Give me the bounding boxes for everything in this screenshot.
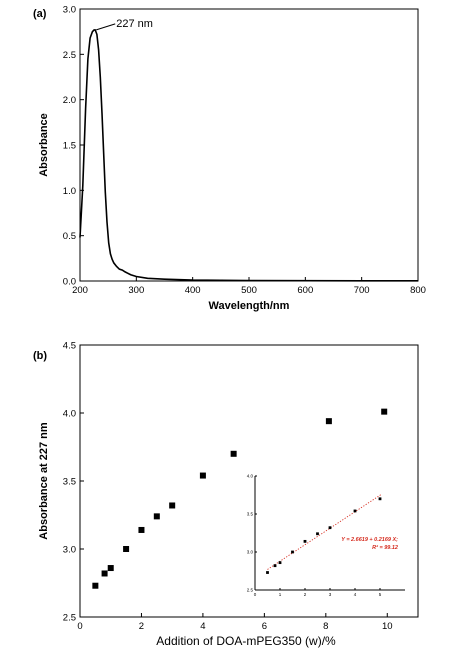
inset-x-tick-label-2: 2 — [304, 592, 307, 597]
y-tick-label-a-0: 0.0 — [63, 277, 76, 288]
data-point-b-4 — [138, 526, 145, 533]
y-tick-label-b-4: 4.5 — [63, 341, 76, 352]
fit-r-squared: R² = 99.12 — [372, 544, 398, 551]
peak-annotation-arrow — [96, 23, 116, 31]
x-tick-label-a-800: 800 — [410, 285, 426, 296]
y-axis-a: 0.0 0.5 1.0 1.5 2.0 2.5 3.0 — [63, 5, 84, 288]
inset-scatter-points — [266, 497, 382, 574]
x-tick-label-a-600: 600 — [297, 285, 313, 296]
x-tick-label-b-10: 10 — [382, 621, 393, 632]
chart-b: (b) 0 2 4 6 8 10 2.53.03.54.04.5 Addition of … — [33, 341, 419, 648]
data-point-b-8 — [230, 450, 237, 457]
inset-chart: 0 1 2 3 4 5 2.5 3.0 3.5 4.0 Y = 2.6619 + 0.2169 … — [234, 471, 414, 613]
x-axis-b: 0 2 4 6 8 10 — [77, 613, 393, 632]
x-tick-label-b-2: 2 — [139, 621, 144, 632]
inset-point-6 — [328, 526, 332, 530]
plot-frame-a — [79, 8, 419, 282]
y-tick-label-b-1: 3.0 — [63, 545, 76, 556]
y-tick-label-a-3: 1.5 — [63, 141, 76, 152]
x-tick-label-a-700: 700 — [354, 285, 370, 296]
data-point-b-6 — [169, 502, 176, 509]
x-tick-label-b-4: 4 — [200, 621, 205, 632]
panel-label-a: (a) — [33, 8, 47, 20]
data-point-b-10 — [381, 408, 388, 415]
scatter-points-b — [92, 408, 388, 589]
y-tick-label-a-2: 1.0 — [63, 186, 76, 197]
inset-y-tick-label-0: 2.5 — [247, 588, 254, 593]
data-point-b-0 — [92, 582, 99, 589]
inset-x-tick-label-1: 1 — [279, 592, 282, 597]
x-axis-label-b: Addition of DOA-mPEG350 (w)/% — [156, 634, 336, 648]
data-point-b-7 — [199, 472, 206, 479]
inset-point-2 — [278, 561, 282, 565]
x-tick-label-b-8: 8 — [323, 621, 328, 632]
y-axis-b: 2.5 3.0 3.5 4.0 4.5 — [63, 341, 84, 624]
y-tick-label-b-2: 3.5 — [63, 477, 76, 488]
inset-point-7 — [353, 509, 357, 513]
inset-y-ticks: 2.5 3.0 3.5 4.0 — [247, 474, 257, 593]
panel-label-b: (b) — [33, 350, 47, 362]
inset-y-tick-label-2: 3.5 — [247, 512, 254, 517]
x-tick-label-b-0: 0 — [77, 621, 82, 632]
x-tick-label-a-500: 500 — [241, 285, 257, 296]
fit-equation: Y = 2.6619 + 0.2169 X; — [341, 537, 398, 543]
inset-x-ticks: 0 1 2 3 4 5 — [254, 588, 382, 597]
y-tick-label-b-3: 4.0 — [63, 409, 76, 420]
inset-x-tick-label-0: 0 — [254, 592, 257, 597]
inset-point-5 — [316, 532, 319, 536]
data-point-b-9 — [325, 418, 332, 425]
y-tick-label-a-4: 2.0 — [63, 95, 76, 106]
inset-point-3 — [291, 550, 294, 554]
data-point-b-3 — [123, 546, 130, 552]
inset-x-tick-label-5: 5 — [379, 592, 382, 597]
absorbance-spectrum-line — [79, 29, 418, 282]
y-axis-label-b: Absorbance at 227 nm — [38, 422, 50, 540]
peak-annotation-label: 227 nm — [116, 18, 153, 30]
x-tick-label-a-300: 300 — [128, 285, 144, 296]
inset-point-1 — [273, 564, 277, 568]
inset-point-8 — [378, 497, 382, 501]
y-tick-label-a-1: 0.5 — [63, 231, 76, 242]
chart-a: (a) 200 300 400 500 600 700 800 0.0 0.5 1.0 1.5 2.… — [33, 5, 426, 313]
y-axis-label-a: Absorbance — [38, 113, 50, 177]
inset-background — [234, 471, 414, 613]
data-point-b-5 — [153, 513, 160, 520]
x-tick-label-a-400: 400 — [185, 285, 201, 296]
y-tick-label-a-5: 2.5 — [63, 50, 76, 61]
x-tick-label-b-6: 6 — [262, 621, 267, 632]
data-point-b-2 — [107, 565, 114, 572]
inset-y-tick-label-1: 3.0 — [247, 550, 254, 555]
inset-x-tick-label-3: 3 — [329, 592, 332, 597]
inset-fit-line — [267, 494, 382, 570]
data-point-b-1 — [101, 570, 108, 577]
y-tick-label-b-0: 2.5 — [63, 613, 76, 624]
inset-x-tick-label-4: 4 — [354, 592, 357, 597]
x-axis-label-a: Wavelength/nm — [209, 300, 290, 312]
inset-point-4 — [303, 539, 307, 543]
y-tick-label-a-6: 3.0 — [63, 5, 76, 16]
inset-y-tick-label-3: 4.0 — [247, 474, 254, 479]
inset-point-0 — [266, 571, 269, 574]
x-tick-label-a-200: 200 — [72, 285, 88, 296]
